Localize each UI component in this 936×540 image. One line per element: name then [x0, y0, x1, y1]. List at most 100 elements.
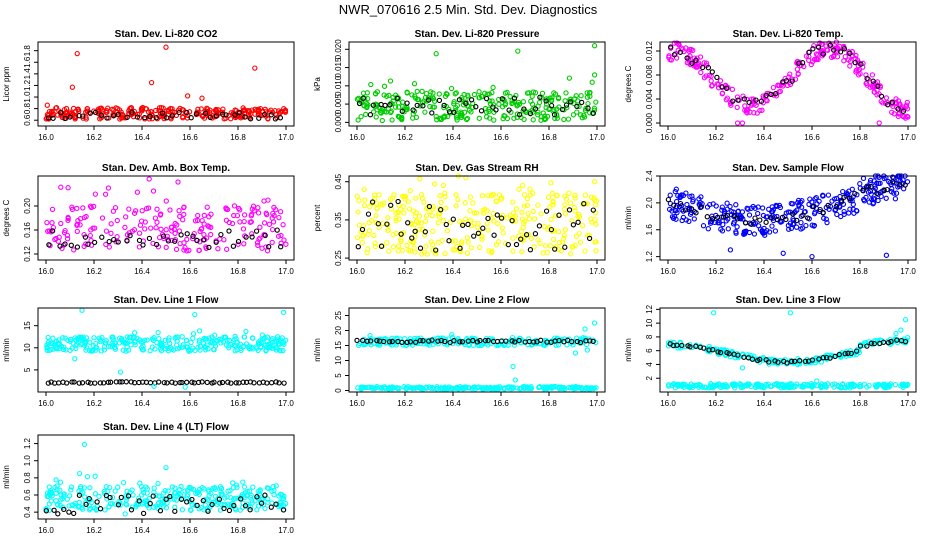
y-tick-label: 0.12	[23, 246, 32, 262]
data-point	[126, 206, 132, 212]
data-point	[359, 239, 365, 246]
reference-point	[268, 504, 274, 510]
outlier-point	[280, 309, 287, 316]
outlier-point	[252, 65, 258, 71]
reference-point	[381, 338, 387, 345]
data-point	[535, 112, 541, 118]
reference-point	[715, 349, 721, 355]
data-point	[163, 343, 170, 349]
data-point	[588, 385, 594, 391]
y-tick-label: 0.010	[334, 75, 343, 96]
data-point	[158, 226, 164, 232]
data-point	[280, 340, 286, 346]
data-point	[733, 229, 739, 235]
data-point	[387, 78, 394, 84]
data-point	[250, 203, 257, 209]
reference-point	[485, 215, 491, 222]
data-point	[861, 196, 867, 203]
data-point	[169, 106, 175, 112]
reference-point	[172, 508, 178, 514]
data-point	[223, 115, 229, 121]
data-point	[241, 484, 248, 490]
reference-point	[774, 216, 781, 223]
reference-point	[574, 338, 580, 345]
data-point	[562, 206, 568, 213]
data-point	[61, 491, 67, 497]
data-point	[562, 211, 569, 217]
data-point	[103, 241, 109, 248]
data-point	[413, 385, 420, 391]
data-point	[893, 96, 899, 102]
reference-point	[206, 244, 212, 251]
data-point	[452, 91, 458, 97]
data-point	[893, 190, 900, 196]
data-point	[801, 381, 807, 388]
reference-point	[178, 232, 184, 238]
reference-point	[218, 231, 224, 238]
data-point	[462, 200, 468, 206]
y-tick-label: 0.020	[334, 39, 343, 60]
reference-point	[221, 505, 227, 512]
data-point	[442, 194, 448, 200]
reference-point	[799, 60, 806, 66]
reference-point	[281, 380, 287, 386]
reference-point	[800, 212, 806, 218]
data-point	[177, 240, 183, 247]
data-point	[208, 340, 214, 346]
data-point	[786, 226, 792, 232]
reference-point	[213, 239, 219, 245]
data-point	[386, 92, 392, 99]
y-tick-label: 0.004	[645, 88, 654, 109]
data-point	[240, 226, 247, 232]
data-point	[880, 100, 886, 106]
data-point	[177, 213, 183, 220]
reference-point	[49, 228, 56, 234]
data-point	[553, 213, 559, 219]
data-point	[57, 479, 64, 485]
reference-point	[354, 337, 360, 344]
data-point	[255, 106, 262, 112]
reference-point	[128, 507, 135, 513]
data-point	[364, 103, 370, 109]
reference-point	[548, 102, 555, 109]
data-points	[354, 43, 599, 124]
data-point	[520, 99, 527, 105]
data-point	[421, 232, 428, 238]
data-point	[798, 204, 805, 210]
data-point	[169, 346, 175, 352]
data-point	[430, 95, 437, 102]
reference-point	[249, 234, 255, 240]
reference-point	[832, 353, 838, 360]
data-point	[524, 196, 530, 202]
reference-point	[784, 360, 790, 366]
data-point	[423, 213, 430, 219]
data-point	[152, 215, 159, 221]
x-tick-label: 16.8	[852, 399, 868, 408]
data-point	[769, 223, 775, 229]
reference-point	[864, 75, 870, 82]
data-point	[87, 497, 93, 503]
reference-point	[810, 46, 816, 52]
data-point	[392, 104, 399, 110]
data-point	[775, 82, 781, 89]
data-point	[139, 492, 145, 498]
reference-point	[384, 221, 390, 227]
data-point	[203, 344, 209, 350]
data-point	[409, 92, 415, 98]
reference-point	[516, 112, 523, 118]
data-point	[269, 226, 276, 233]
data-point	[549, 95, 555, 101]
data-point	[564, 104, 570, 111]
y-tick-label: 5	[334, 373, 343, 378]
reference-point	[125, 493, 132, 499]
data-point	[750, 203, 756, 210]
data-point	[385, 386, 392, 392]
data-point	[526, 216, 532, 222]
y-tick-label: 20	[334, 326, 343, 335]
reference-point	[441, 102, 447, 109]
data-point	[384, 240, 390, 246]
outlier-point	[79, 307, 85, 313]
reference-point	[69, 379, 75, 385]
data-point	[116, 340, 123, 346]
data-point	[228, 110, 234, 116]
